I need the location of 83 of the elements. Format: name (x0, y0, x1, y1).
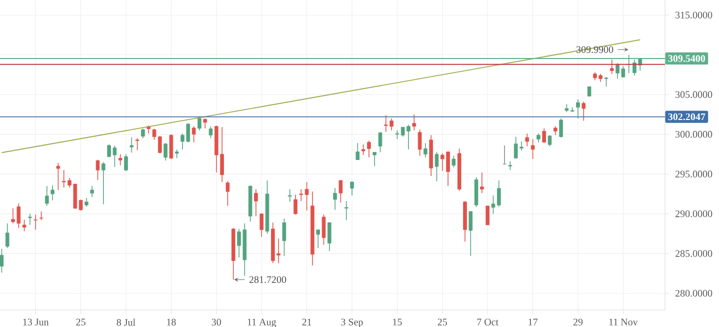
y-tick-label: 315.0000 (676, 12, 712, 18)
candlestick (361, 144, 366, 156)
candlestick (226, 180, 230, 206)
candlestick (316, 229, 320, 248)
candlestick (5, 222, 10, 248)
candlestick (102, 162, 106, 205)
candlestick (372, 152, 376, 167)
candlestick (282, 218, 286, 256)
candlestick (90, 186, 94, 198)
y-tick-label: 305.0000 (676, 91, 712, 98)
x-tick-label: 8 Jul (116, 318, 136, 326)
annotation: 281.7200 (249, 276, 286, 284)
candlestick (22, 219, 26, 232)
candlestick (130, 137, 134, 154)
x-tick-label: 3 Sep (341, 318, 363, 327)
candlestick (576, 98, 580, 119)
candlestick (56, 162, 60, 190)
x-tick-label: 11 Nov (609, 318, 638, 326)
candlestick (412, 114, 416, 131)
candlestick (260, 213, 264, 238)
candlestick (424, 142, 428, 158)
x-tick-label: 11 Aug (248, 318, 276, 327)
candlestick (169, 134, 174, 160)
candlestick (367, 140, 371, 158)
y-tick-label: 300.0000 (676, 130, 712, 138)
candlestick (288, 188, 292, 202)
ref-line-label: 309.5400 (668, 55, 706, 62)
x-tick-label: 29 (573, 318, 583, 326)
candlestick (322, 214, 326, 246)
candlestick (294, 194, 298, 215)
candlestick (418, 129, 422, 156)
candlestick (118, 154, 122, 166)
candlestick (350, 180, 354, 196)
candlestick (208, 126, 213, 139)
x-tick-label: 25 (438, 318, 447, 326)
y-tick-label: 280.0000 (675, 290, 712, 297)
candlestick (254, 188, 258, 217)
candlestick (45, 186, 49, 206)
x-tick-label: 13 Jun (23, 318, 49, 326)
candlestick (452, 155, 456, 168)
x-tick-label: 7 Oct (477, 318, 498, 326)
y-tick-label: 295.0000 (675, 170, 712, 178)
candlestick (304, 182, 309, 212)
x-tick-label: 15 (393, 318, 402, 326)
candlestick (164, 142, 168, 161)
candlestick (344, 200, 348, 221)
candlestick (468, 211, 473, 256)
candlestick (0, 248, 4, 274)
candlestick (96, 159, 100, 180)
candlestick (548, 134, 552, 147)
candlestick (378, 132, 382, 153)
candlestick (356, 142, 360, 160)
candlestick (192, 126, 196, 143)
candlestick (50, 184, 54, 201)
x-tick-label: 21 (302, 318, 312, 326)
y-tick-label: 290.0000 (675, 210, 712, 218)
x-tick-label: 18 (167, 318, 176, 326)
candlestick (434, 151, 439, 182)
candlestick (333, 188, 337, 210)
ref-line-label: 302.2047 (668, 113, 706, 120)
candlestick (198, 116, 202, 131)
y-tick-label: 285.0000 (675, 250, 712, 257)
candlestick (78, 199, 83, 212)
candlestick (338, 180, 343, 204)
candlestick (135, 138, 140, 151)
candlestick (530, 138, 535, 160)
x-tick-label: 30 (212, 318, 222, 326)
candlestick (525, 133, 530, 147)
candlestick (328, 222, 332, 252)
candlestick (34, 214, 38, 230)
candlestick (604, 76, 608, 88)
candlestick (582, 101, 586, 122)
candlestick (486, 205, 490, 226)
candlestick (203, 118, 207, 129)
candlestick (299, 188, 304, 202)
candlestick (480, 172, 484, 194)
candlestick (28, 213, 32, 226)
candlestick (124, 154, 128, 172)
x-tick-label: 25 (76, 318, 86, 326)
candlestick (559, 118, 563, 138)
candlestick (610, 59, 614, 74)
candlestick (542, 128, 546, 144)
x-tick-label: 17 (528, 318, 538, 326)
